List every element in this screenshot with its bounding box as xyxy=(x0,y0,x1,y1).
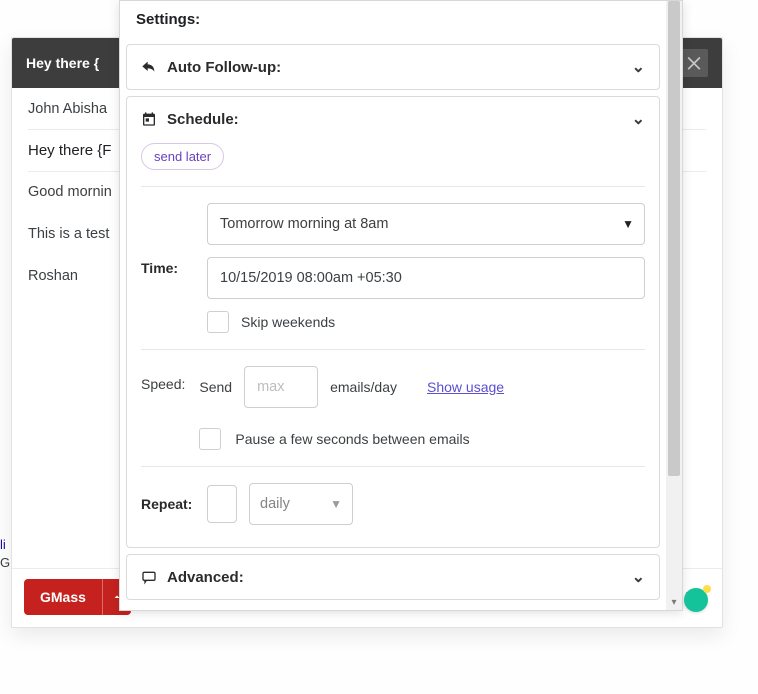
repeat-freq-value: daily xyxy=(260,496,290,512)
settings-panel: ▾ Settings: Auto Follow-up: ⌄ Schedule: … xyxy=(119,0,683,611)
scrollbar-thumb[interactable] xyxy=(668,1,680,476)
auto-followup-label: Auto Follow-up: xyxy=(167,59,281,76)
skip-weekends-label: Skip weekends xyxy=(241,314,335,330)
bg-text-fragment: G xyxy=(0,555,10,570)
schedule-label: Schedule: xyxy=(167,111,239,128)
time-exact-input[interactable]: 10/15/2019 08:00am +05:30 xyxy=(207,257,645,299)
speed-max-input[interactable]: max xyxy=(244,366,318,408)
settings-title: Settings: xyxy=(120,1,666,44)
bg-link-fragment: li xyxy=(0,537,6,552)
auto-followup-header[interactable]: Auto Follow-up: ⌄ xyxy=(127,45,659,89)
reply-icon xyxy=(141,59,157,75)
scrollbar-down-arrow[interactable]: ▾ xyxy=(666,594,682,610)
repeat-count-input[interactable] xyxy=(207,485,237,523)
calendar-icon xyxy=(141,111,157,127)
advanced-header[interactable]: Advanced: ⌄ xyxy=(127,555,659,599)
close-button[interactable] xyxy=(680,49,708,77)
skip-weekends-checkbox[interactable] xyxy=(207,311,229,333)
auto-followup-section: Auto Follow-up: ⌄ xyxy=(126,44,660,90)
repeat-label: Repeat: xyxy=(141,496,193,512)
advanced-label: Advanced: xyxy=(167,569,244,586)
scrollbar-track[interactable]: ▾ xyxy=(666,1,682,610)
schedule-body: send later Time: Tomorrow morning at 8am… xyxy=(127,135,659,547)
time-preset-select[interactable]: Tomorrow morning at 8am ▼ xyxy=(207,203,645,245)
dropdown-icon: ▼ xyxy=(622,217,634,231)
chevron-down-icon: ⌄ xyxy=(632,109,645,129)
speed-suffix: emails/day xyxy=(330,379,397,395)
time-preset-value: Tomorrow morning at 8am xyxy=(220,216,388,232)
chat-icon xyxy=(141,569,157,585)
show-usage-link[interactable]: Show usage xyxy=(427,379,504,395)
compose-subject-preview: Hey there { xyxy=(26,55,99,71)
speed-placeholder: max xyxy=(257,379,284,395)
time-exact-value: 10/15/2019 08:00am +05:30 xyxy=(220,270,402,286)
speed-prefix: Send xyxy=(199,379,232,395)
pause-checkbox[interactable] xyxy=(199,428,221,450)
schedule-section: Schedule: ⌄ send later Time: Tomorrow mo… xyxy=(126,96,660,548)
time-label: Time: xyxy=(141,260,193,276)
gmass-send-button[interactable]: GMass xyxy=(24,579,103,615)
send-later-chip[interactable]: send later xyxy=(141,143,224,170)
advanced-section: Advanced: ⌄ xyxy=(126,554,660,600)
time-row: Time: Tomorrow morning at 8am ▼ 10/15/20… xyxy=(141,203,645,333)
grammarly-badge[interactable] xyxy=(684,588,708,612)
speed-label: Speed: xyxy=(141,366,185,392)
schedule-header[interactable]: Schedule: ⌄ xyxy=(127,97,659,135)
pause-label: Pause a few seconds between emails xyxy=(235,431,469,447)
chevron-down-icon: ⌄ xyxy=(632,57,645,77)
close-icon xyxy=(684,53,704,73)
repeat-freq-select[interactable]: daily ▼ xyxy=(249,483,353,525)
dropdown-icon: ▼ xyxy=(330,497,342,511)
speed-row: Speed: Send max emails/day Show usage xyxy=(141,366,645,450)
chevron-down-icon: ⌄ xyxy=(632,567,645,587)
repeat-row: Repeat: daily ▼ xyxy=(141,483,645,525)
gmass-button-group: GMass xyxy=(24,579,131,615)
